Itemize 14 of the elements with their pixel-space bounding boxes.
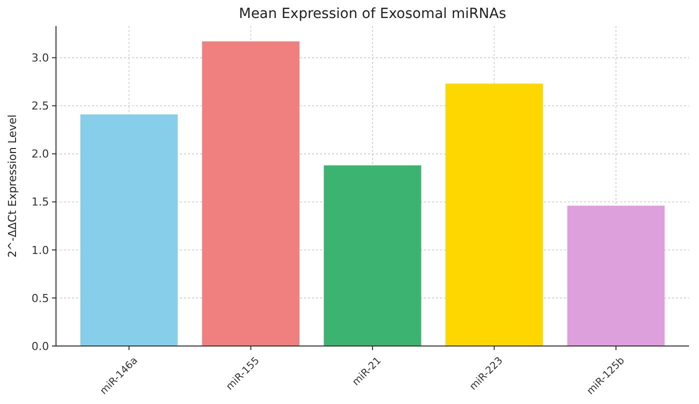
- y-tick-label: 1.0: [32, 244, 49, 257]
- bar: [202, 41, 300, 346]
- y-tick-label: 0.0: [32, 340, 49, 353]
- chart-title: Mean Expression of Exosomal miRNAs: [238, 6, 506, 22]
- y-tick-label: 2.0: [32, 148, 49, 161]
- y-axis-title: 2^-ΔΔCt Expression Level: [6, 114, 19, 258]
- y-tick-label: 3.0: [32, 52, 49, 65]
- y-tick-label: 1.5: [32, 196, 49, 209]
- bar: [567, 206, 665, 346]
- y-tick-label: 2.5: [32, 100, 49, 113]
- y-tick-label: 0.5: [32, 292, 49, 305]
- bar: [80, 114, 178, 346]
- bar: [446, 84, 543, 346]
- bar: [324, 165, 422, 346]
